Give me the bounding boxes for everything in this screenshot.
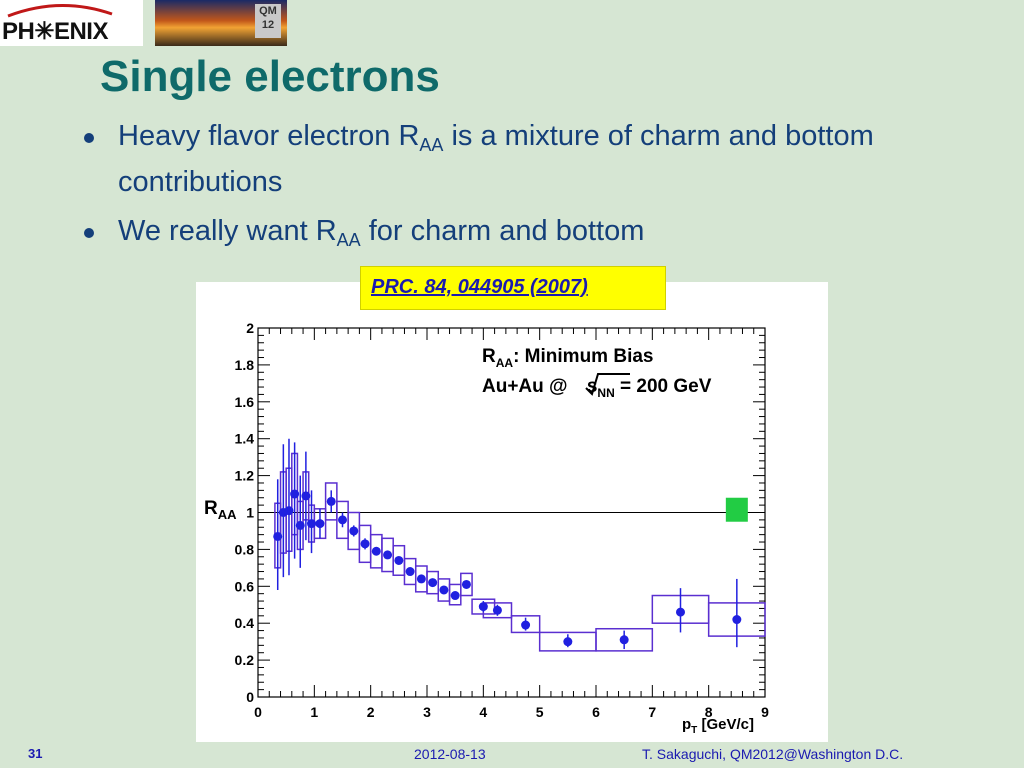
bullet-dot-icon: [84, 133, 94, 143]
slide-title: Single electrons: [100, 52, 440, 101]
reference-box: PRC. 84, 044905 (2007): [360, 266, 666, 310]
data-point: [450, 591, 460, 601]
data-point: [676, 607, 685, 617]
data-point: [371, 546, 381, 556]
x-tick-label: 1: [310, 704, 318, 720]
sqrt-symbol-icon: [585, 373, 630, 396]
systematic-box: [460, 572, 473, 597]
bullet-subscript: AA: [419, 135, 444, 155]
legend-line-2: Au+Au @ sNN = 200 GeV: [482, 376, 712, 400]
reference-citation: PRC. 84, 044905 (2007): [371, 276, 588, 298]
y-tick-label: 1.8: [235, 357, 255, 373]
bullet-item: We really want RAA for charm and bottom: [84, 213, 964, 259]
data-point: [394, 555, 404, 565]
normalization-uncertainty-box: [725, 497, 748, 522]
x-tick-label: 2: [367, 704, 375, 720]
y-tick-label: 1.2: [235, 468, 255, 484]
data-point: [461, 579, 471, 589]
chart-frame: 0 0.2 0.4 0.6 0.8 1 1.2 1.4 1.6 1.8 2 0 1 2 3 4 5 6 7 8 9: [235, 320, 770, 720]
data-point: [439, 585, 449, 595]
y-tick-label: 0.2: [235, 652, 255, 668]
data-point: [619, 635, 629, 645]
bullet-subscript: AA: [336, 230, 361, 250]
y-tick-label: 1.6: [235, 394, 255, 410]
y-tick-label: 1.4: [235, 431, 255, 447]
x-tick-label: 3: [423, 704, 431, 720]
x-axis-label: pT [GeV/c]: [682, 716, 754, 736]
x-tick-label: 6: [592, 704, 600, 720]
data-point: [284, 506, 294, 516]
systematic-box: [510, 615, 541, 634]
data-point: [492, 605, 502, 615]
y-tick-label: 0: [246, 689, 254, 705]
logo-text: PH✳ENIX: [2, 18, 108, 45]
data-point: [563, 637, 573, 647]
y-tick-label: 2: [246, 320, 254, 336]
bullet-text-post: is a mixture of charm and bottom contrib…: [118, 120, 874, 198]
data-point: [478, 602, 488, 612]
bullet-item: Heavy flavor electron RAA is a mixture o…: [84, 118, 964, 201]
conference-photo: QM 12: [155, 0, 287, 46]
y-tick-label: 0.4: [235, 615, 255, 631]
data-point: [349, 526, 359, 536]
data-point: [273, 531, 283, 541]
bullet-list: Heavy flavor electron RAA is a mixture o…: [84, 118, 964, 271]
x-tick-label: 4: [479, 704, 487, 720]
footer-date: 2012-08-13: [414, 746, 486, 762]
chart-data-layer: [258, 438, 766, 652]
y-tick-label: 0.6: [235, 578, 255, 594]
systematic-box: [595, 627, 654, 652]
x-tick-label: 9: [761, 704, 769, 720]
bullet-text-pre: Heavy flavor electron R: [118, 120, 420, 152]
bullet-dot-icon: [84, 228, 94, 238]
data-point: [521, 620, 531, 630]
y-tick-label: 0.8: [235, 541, 255, 557]
phenix-logo: PH✳ENIX: [0, 0, 143, 46]
chart-panel: 0 0.2 0.4 0.6 0.8 1 1.2 1.4 1.6 1.8 2 0 1 2 3 4 5 6 7 8 9 RA…: [196, 282, 828, 742]
data-point: [732, 615, 742, 625]
x-tick-label: 8: [705, 704, 713, 720]
y-axis-label: RAA: [204, 498, 237, 522]
legend-line-1: RAA: Minimum Bias: [482, 346, 653, 370]
data-point: [315, 519, 325, 529]
x-tick-label: 0: [254, 704, 262, 720]
data-point: [307, 519, 317, 529]
x-tick-label: 7: [648, 704, 656, 720]
footer-author: T. Sakaguchi, QM2012@Washington D.C.: [642, 746, 904, 762]
data-point: [405, 567, 415, 577]
data-point: [295, 520, 305, 530]
data-point: [338, 515, 347, 525]
x-tick-label: 5: [536, 704, 544, 720]
bullet-text-pre: We really want R: [118, 215, 337, 247]
bullet-text-post: for charm and bottom: [360, 215, 645, 247]
raa-chart: 0 0.2 0.4 0.6 0.8 1 1.2 1.4 1.6 1.8 2 0 1 2 3 4 5 6 7 8 9 RA…: [204, 320, 770, 736]
data-point: [290, 489, 300, 499]
data-point: [326, 496, 336, 506]
data-point: [383, 550, 393, 560]
data-point: [301, 491, 311, 501]
qm12-badge: QM 12: [255, 4, 281, 38]
y-tick-label: 1: [246, 505, 254, 521]
data-point: [360, 539, 370, 549]
logo-swoosh-icon: [7, 3, 113, 18]
data-point: [428, 578, 438, 588]
data-point: [416, 574, 426, 584]
page-number: 31: [28, 746, 43, 761]
